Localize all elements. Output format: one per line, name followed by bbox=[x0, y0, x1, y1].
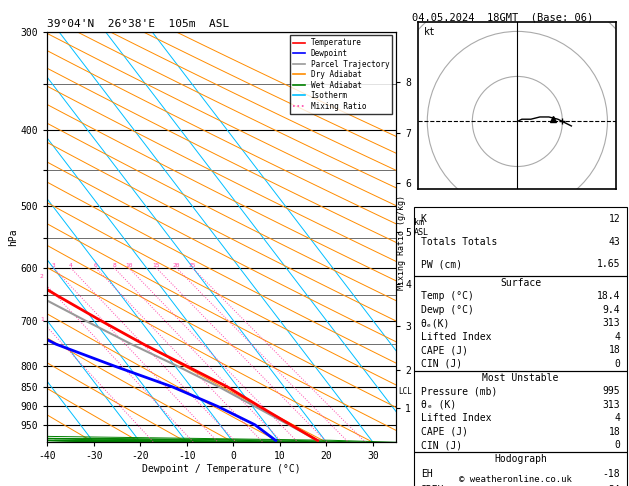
Legend: Temperature, Dewpoint, Parcel Trajectory, Dry Adiabat, Wet Adiabat, Isotherm, Mi: Temperature, Dewpoint, Parcel Trajectory… bbox=[290, 35, 392, 114]
Text: 15: 15 bbox=[153, 263, 160, 268]
Text: Surface: Surface bbox=[500, 278, 541, 288]
Text: 6: 6 bbox=[94, 263, 98, 268]
Text: Temp (°C): Temp (°C) bbox=[421, 291, 474, 301]
Text: 25: 25 bbox=[189, 263, 196, 268]
Text: 04.05.2024  18GMT  (Base: 06): 04.05.2024 18GMT (Base: 06) bbox=[412, 13, 593, 23]
Text: Totals Totals: Totals Totals bbox=[421, 237, 497, 246]
Text: 18: 18 bbox=[609, 427, 620, 436]
Text: 995: 995 bbox=[603, 386, 620, 396]
Text: 9.4: 9.4 bbox=[603, 305, 620, 314]
Text: CAPE (J): CAPE (J) bbox=[421, 427, 468, 436]
Bar bbox=[414, 452, 627, 486]
Text: kt: kt bbox=[424, 27, 436, 37]
Text: 10: 10 bbox=[125, 263, 133, 268]
Text: 0: 0 bbox=[615, 440, 620, 450]
Text: θₑ(K): θₑ(K) bbox=[421, 318, 450, 328]
Text: Pressure (mb): Pressure (mb) bbox=[421, 386, 497, 396]
Y-axis label: hPa: hPa bbox=[8, 228, 18, 246]
Text: Mixing Ratio (g/kg): Mixing Ratio (g/kg) bbox=[397, 195, 406, 291]
X-axis label: Dewpoint / Temperature (°C): Dewpoint / Temperature (°C) bbox=[142, 464, 301, 474]
Bar bbox=[414, 208, 627, 276]
Text: EH: EH bbox=[421, 469, 432, 479]
Text: Lifted Index: Lifted Index bbox=[421, 332, 491, 342]
Text: CIN (J): CIN (J) bbox=[421, 440, 462, 450]
Text: LCL: LCL bbox=[399, 387, 413, 396]
Text: 20: 20 bbox=[173, 263, 181, 268]
Bar bbox=[414, 371, 627, 452]
Text: Lifted Index: Lifted Index bbox=[421, 413, 491, 423]
Text: 18.4: 18.4 bbox=[597, 291, 620, 301]
Text: 34: 34 bbox=[609, 485, 620, 486]
Text: 39°04'N  26°38'E  105m  ASL: 39°04'N 26°38'E 105m ASL bbox=[47, 19, 230, 30]
Text: Dewp (°C): Dewp (°C) bbox=[421, 305, 474, 314]
Text: -18: -18 bbox=[603, 469, 620, 479]
Y-axis label: km
ASL: km ASL bbox=[414, 218, 429, 237]
Text: CAPE (J): CAPE (J) bbox=[421, 346, 468, 355]
Text: 313: 313 bbox=[603, 318, 620, 328]
Text: 4: 4 bbox=[615, 332, 620, 342]
Text: Most Unstable: Most Unstable bbox=[482, 372, 559, 382]
Text: PW (cm): PW (cm) bbox=[421, 260, 462, 269]
Text: CIN (J): CIN (J) bbox=[421, 359, 462, 369]
Text: 12: 12 bbox=[609, 214, 620, 224]
Text: 8: 8 bbox=[113, 263, 116, 268]
Text: 1.65: 1.65 bbox=[597, 260, 620, 269]
Text: K: K bbox=[421, 214, 426, 224]
Text: 3: 3 bbox=[52, 263, 55, 268]
Text: 2: 2 bbox=[39, 275, 43, 279]
Text: 4: 4 bbox=[69, 263, 73, 268]
Text: Hodograph: Hodograph bbox=[494, 454, 547, 464]
Text: 313: 313 bbox=[603, 399, 620, 410]
Text: 0: 0 bbox=[615, 359, 620, 369]
Text: θₑ (K): θₑ (K) bbox=[421, 399, 456, 410]
Text: 4: 4 bbox=[615, 413, 620, 423]
Text: 1: 1 bbox=[40, 317, 44, 322]
Text: © weatheronline.co.uk: © weatheronline.co.uk bbox=[459, 474, 572, 484]
Text: SREH: SREH bbox=[421, 485, 444, 486]
Text: 43: 43 bbox=[609, 237, 620, 246]
Text: 18: 18 bbox=[609, 346, 620, 355]
Bar bbox=[414, 276, 627, 371]
